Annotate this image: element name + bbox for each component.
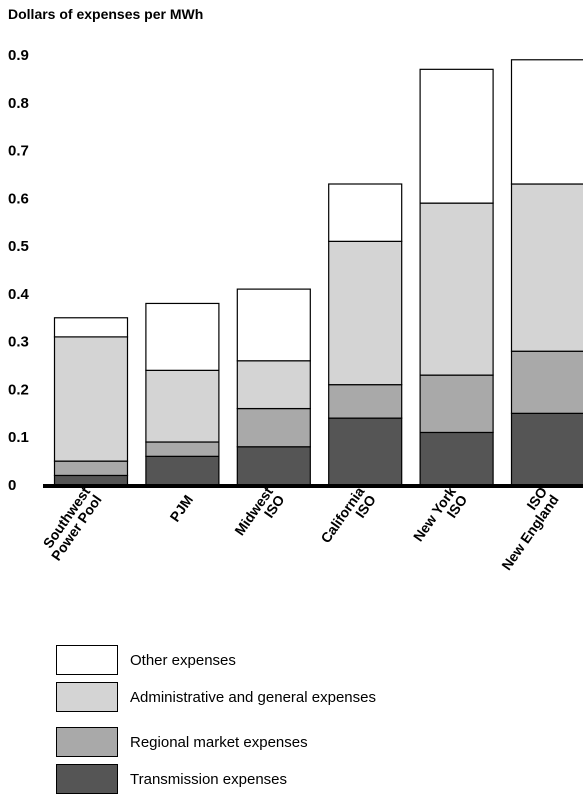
bar-segment xyxy=(236,288,311,362)
bar-segment xyxy=(510,59,583,185)
legend-swatch-other xyxy=(56,645,118,675)
category-label-text: ISONew England xyxy=(487,484,562,573)
bar-segment xyxy=(328,240,403,386)
stacked-bar-chart: 0 0.1 0.2 0.3 0.4 0.5 0.6 0.7 0.8 0.9 SouthwestPow… xyxy=(8,47,583,573)
category-label-line: PJM xyxy=(167,492,197,525)
bar-segment xyxy=(419,202,494,376)
category-label: New YorkISO xyxy=(410,484,471,553)
category-label: MidwestISO xyxy=(231,484,287,547)
category-label: ISONew England xyxy=(487,484,562,573)
bar-segment xyxy=(236,360,311,410)
y-tick-label: 0.3 xyxy=(8,334,29,351)
bar-segment xyxy=(236,407,311,448)
y-axis-title: Dollars of expenses per MWh xyxy=(8,6,204,22)
legend-swatch-regional xyxy=(56,727,118,757)
legend-item-other: Other expenses xyxy=(56,645,476,677)
bar-segment xyxy=(53,336,129,462)
legend-item-regional: Regional market expenses xyxy=(56,727,476,759)
legend-swatch-administrative xyxy=(56,682,118,712)
bar-segment xyxy=(510,183,583,352)
y-tick-label: 0.5 xyxy=(8,238,29,255)
bar-segment xyxy=(510,350,583,414)
category-label-text: CaliforniaISO xyxy=(317,484,379,554)
bar-segment xyxy=(53,317,129,338)
y-tick-label: 0.4 xyxy=(8,286,30,303)
y-tick-label: 0.1 xyxy=(8,429,29,446)
legend-item-transmission: Transmission expenses xyxy=(56,764,476,796)
bar-segment xyxy=(328,183,403,242)
legend-label-administrative: Administrative and general expenses xyxy=(130,689,376,706)
category-label-text: PJM xyxy=(167,492,197,525)
legend-label-transmission: Transmission expenses xyxy=(130,771,288,788)
category-label: CaliforniaISO xyxy=(317,484,379,554)
bar-segment xyxy=(236,446,311,486)
y-tick-label: 0.9 xyxy=(8,47,29,64)
bar-segment xyxy=(145,455,220,486)
bar-segment xyxy=(419,431,494,486)
bar-segment xyxy=(419,68,494,204)
y-tick-label: 0.6 xyxy=(8,190,29,207)
category-label: PJM xyxy=(167,492,197,525)
y-tick-label: 0 xyxy=(8,477,16,494)
category-label-text: New YorkISO xyxy=(410,484,471,553)
bar-segment xyxy=(145,302,220,371)
y-tick-label: 0.8 xyxy=(8,95,29,112)
bar-segment xyxy=(145,441,220,457)
category-label-text: SouthwestPower Pool xyxy=(36,484,104,564)
legend-item-administrative: Administrative and general expenses xyxy=(56,682,476,714)
bar-segment xyxy=(53,460,129,477)
legend-label-other: Other expenses xyxy=(130,652,236,669)
bar-segment xyxy=(510,412,583,486)
bar-segment xyxy=(145,369,220,443)
bar-segment xyxy=(328,384,403,419)
bar-segment xyxy=(53,474,129,486)
y-tick-label: 0.2 xyxy=(8,381,29,398)
category-label-text: MidwestISO xyxy=(231,484,287,547)
bar-segment xyxy=(419,374,494,434)
y-tick-label: 0.7 xyxy=(8,143,29,160)
category-label: SouthwestPower Pool xyxy=(36,484,105,564)
legend-swatch-transmission xyxy=(56,764,118,794)
legend-label-regional: Regional market expenses xyxy=(130,734,308,751)
bar-segment xyxy=(328,417,403,486)
